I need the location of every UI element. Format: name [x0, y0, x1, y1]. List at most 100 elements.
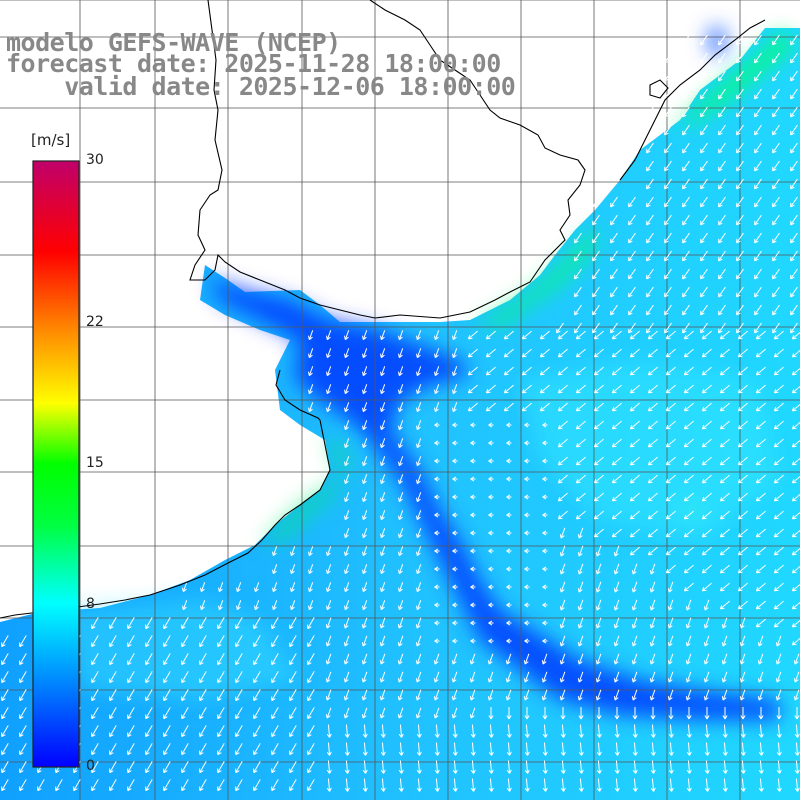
wind-arrow	[664, 250, 672, 262]
wind-arrow	[683, 420, 694, 430]
wind-arrow	[757, 635, 764, 647]
wind-arrow	[700, 286, 708, 298]
wind-arrow	[271, 761, 279, 774]
wind-arrow	[592, 304, 600, 316]
wind-arrow	[755, 366, 766, 376]
wind-arrow	[271, 671, 279, 684]
wind-arrow	[488, 476, 494, 482]
wind-arrow	[236, 582, 242, 593]
wind-arrow	[470, 566, 476, 572]
wind-arrow	[667, 599, 674, 611]
wind-arrow	[91, 707, 99, 720]
wind-arrow	[488, 760, 494, 774]
wind-arrow	[773, 474, 784, 484]
wind-arrow	[289, 617, 297, 630]
wind-arrow	[754, 286, 762, 298]
wind-arrow	[380, 778, 386, 792]
wind-arrow	[613, 671, 620, 683]
wind-arrow	[578, 724, 584, 738]
wind-arrow	[253, 707, 261, 720]
wind-arrow	[665, 366, 676, 376]
wind-arrow	[737, 564, 748, 574]
wind-arrow	[755, 528, 766, 538]
wind-arrow	[755, 456, 766, 466]
wind-arrow	[235, 743, 243, 756]
wind-arrow	[557, 510, 568, 520]
wind-arrow	[647, 510, 658, 520]
wind-arrow	[791, 421, 800, 430]
wind-arrow	[755, 348, 766, 358]
wind-arrow	[434, 778, 440, 792]
wind-arrow	[593, 420, 604, 430]
wind-arrow	[524, 566, 530, 572]
wind-arrow	[416, 366, 422, 377]
wind-arrow	[575, 492, 586, 502]
wind-arrow	[685, 617, 692, 629]
wind-arrow	[91, 617, 99, 630]
wind-arrow	[470, 458, 476, 464]
wind-arrow	[700, 124, 708, 136]
wind-arrow	[434, 548, 440, 554]
wind-arrow	[631, 617, 638, 629]
wind-arrow	[433, 689, 440, 701]
wind-arrow	[794, 760, 800, 774]
wind-arrow	[700, 196, 708, 208]
wind-arrow	[362, 492, 368, 503]
wind-arrow	[199, 779, 207, 792]
wind-arrow	[416, 742, 422, 756]
wind-arrow	[127, 725, 135, 738]
wind-arrow	[683, 384, 694, 394]
wind-arrow	[235, 761, 243, 774]
wind-arrow	[307, 725, 315, 738]
wind-arrow	[595, 689, 602, 701]
wind-arrow	[217, 761, 225, 774]
wind-arrow	[524, 512, 530, 518]
wind-arrow	[235, 707, 243, 720]
wind-arrow	[629, 366, 640, 376]
wind-arrow	[488, 458, 494, 464]
wind-arrow	[793, 671, 800, 683]
wind-arrow	[613, 563, 620, 575]
wind-arrow	[646, 268, 654, 280]
wind-arrow	[575, 474, 586, 484]
wind-arrow	[109, 761, 117, 774]
wind-arrow	[362, 742, 368, 756]
wind-arrow	[380, 742, 386, 756]
wind-arrow	[736, 142, 744, 154]
wind-arrow	[398, 742, 404, 756]
wind-arrow	[664, 196, 672, 208]
wind-arrow	[416, 330, 422, 341]
wind-arrow	[344, 438, 350, 449]
wind-arrow	[755, 492, 766, 502]
wind-arrow	[470, 476, 476, 482]
wind-arrow	[416, 348, 422, 359]
wind-arrow	[701, 420, 712, 430]
wind-arrow	[593, 348, 604, 358]
wind-arrow	[451, 653, 458, 665]
wind-arrow	[703, 635, 710, 647]
wind-arrow	[91, 743, 99, 756]
wind-arrow	[470, 512, 476, 518]
wind-arrow	[289, 779, 297, 792]
wind-arrow	[524, 422, 530, 428]
wind-arrow	[614, 707, 620, 720]
wind-arrow	[592, 250, 600, 262]
wind-arrow	[488, 742, 494, 756]
wind-arrow	[776, 778, 782, 792]
wind-arrow	[700, 160, 708, 172]
wind-arrow	[754, 106, 762, 118]
wind-arrow	[772, 124, 780, 136]
wind-arrow	[772, 142, 780, 154]
wind-arrow	[344, 474, 350, 485]
wind-arrow	[755, 330, 766, 340]
wind-arrow	[380, 420, 386, 431]
wind-arrow	[235, 653, 243, 666]
wind-arrow	[557, 420, 568, 430]
wind-arrow	[452, 512, 458, 518]
wind-arrow	[542, 566, 548, 572]
wind-arrow	[686, 742, 692, 756]
wind-arrow	[718, 88, 726, 100]
wind-arrow	[398, 420, 404, 431]
wind-arrow	[271, 689, 279, 702]
wind-arrow	[415, 653, 422, 665]
